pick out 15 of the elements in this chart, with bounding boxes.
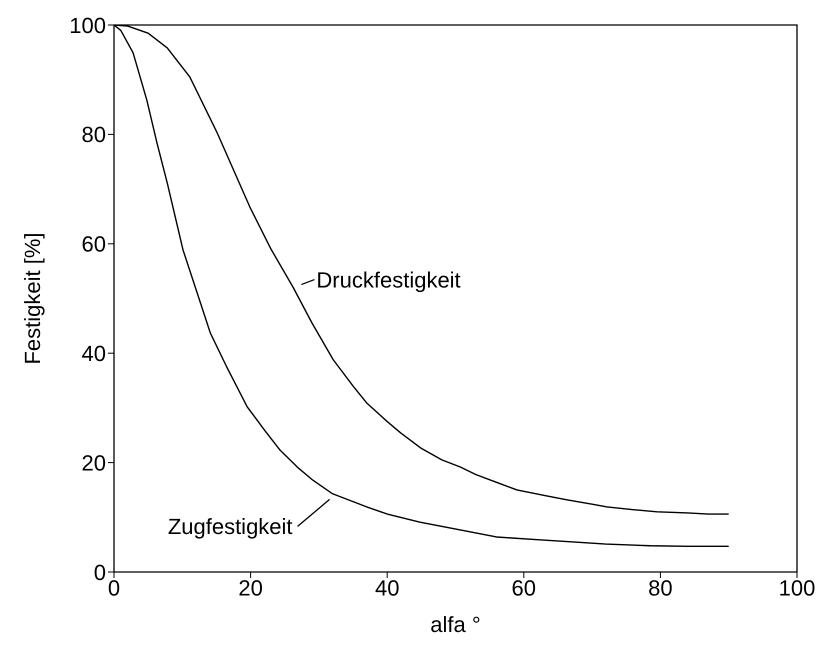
x-tick-label: 60 [512,576,536,601]
y-tick-label: 40 [82,341,106,366]
x-tick-label: 20 [238,576,263,601]
x-tick-label: 40 [374,576,400,601]
x-axis-title: alfa ° [430,612,481,637]
y-tick-label: 20 [82,450,106,476]
y-tick-label: 0 [94,560,106,585]
y-tick-label: 60 [82,232,106,257]
x-tick-label: 80 [648,576,673,601]
x-tick-label: 100 [778,576,816,601]
y-axis-title: Festigkeit [%] [20,232,45,365]
y-tick-label: 80 [82,122,106,148]
annotation: Zugfestigkeit [168,514,293,540]
y-tick-label: 100 [69,12,106,38]
annotation: Druckfestigkeit [316,267,461,292]
